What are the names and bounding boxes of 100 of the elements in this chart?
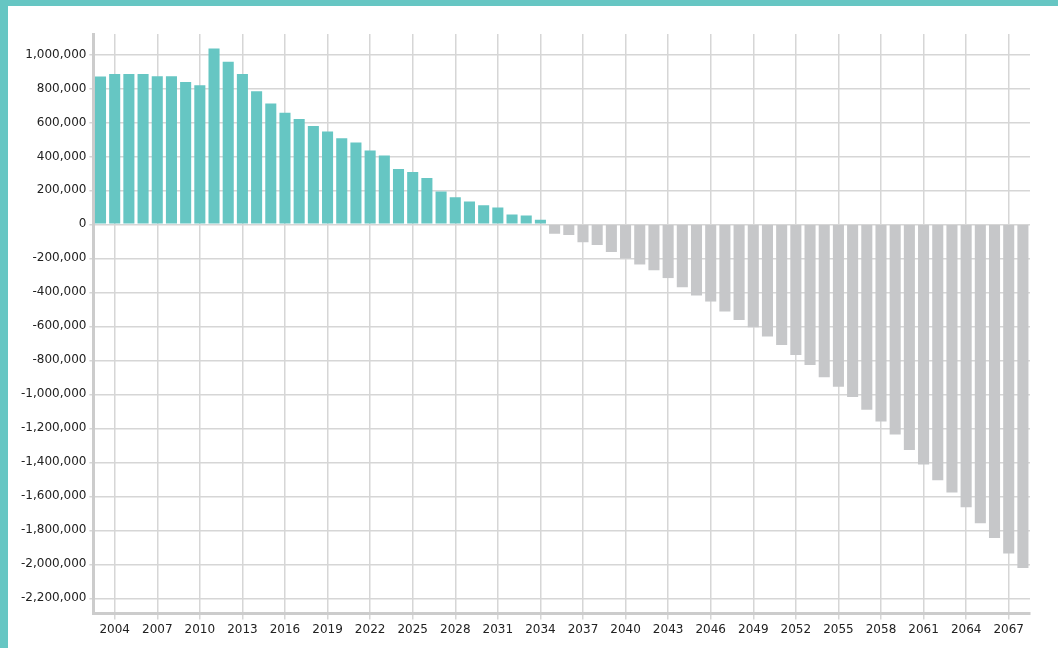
- bar: [307, 126, 319, 224]
- y-tick-label: -800,000: [32, 352, 87, 367]
- bar: [875, 225, 887, 422]
- y-tick-label: 800,000: [36, 80, 87, 95]
- bar: [960, 225, 972, 508]
- y-tick-label: 400,000: [36, 148, 87, 163]
- bar: [506, 214, 518, 224]
- bar: [946, 225, 958, 493]
- bar: [790, 225, 802, 356]
- y-tick-label: -1,800,000: [21, 522, 87, 537]
- y-tick-label: -2,200,000: [21, 590, 87, 605]
- bar: [251, 91, 263, 224]
- bar: [520, 215, 532, 224]
- bar: [563, 225, 575, 235]
- x-tick-label: 2058: [865, 621, 897, 636]
- x-tick-label: 2061: [908, 621, 939, 636]
- x-tick-label: 2031: [482, 621, 514, 636]
- bar: [94, 76, 107, 224]
- x-tick-label: 2046: [695, 621, 726, 636]
- bar: [463, 201, 475, 224]
- bar: [549, 225, 561, 234]
- bar: [776, 225, 788, 345]
- bar: [761, 225, 773, 337]
- x-tick-label: 2019: [312, 621, 343, 636]
- bar: [392, 168, 405, 224]
- bar: [648, 225, 660, 271]
- x-tick-label: 2043: [652, 621, 684, 636]
- bar: [605, 225, 617, 252]
- x-tick-label: 2067: [993, 621, 1024, 636]
- bar: [378, 155, 390, 224]
- bar: [322, 131, 334, 224]
- bar: [180, 82, 192, 224]
- bar: [478, 205, 490, 224]
- bar: [988, 225, 1001, 538]
- bar: [350, 142, 362, 224]
- y-tick-label: -1,200,000: [21, 420, 87, 435]
- y-tick-label: -1,000,000: [21, 386, 87, 401]
- bar: [847, 225, 859, 397]
- bar: [222, 61, 234, 224]
- y-tick-label: 200,000: [36, 182, 87, 197]
- bar: [364, 150, 376, 224]
- bar: [123, 74, 135, 224]
- bar: [109, 74, 121, 224]
- bar: [832, 225, 844, 387]
- x-tick-label: 2037: [567, 621, 599, 636]
- x-tick-label: 2055: [823, 621, 854, 636]
- bar: [194, 85, 206, 224]
- bar: [918, 225, 930, 465]
- y-tick-label: -2,000,000: [21, 556, 87, 571]
- y-tick-label: -400,000: [32, 284, 87, 299]
- bar: [662, 225, 674, 279]
- bar: [577, 225, 589, 243]
- y-tick-label: -200,000: [32, 250, 87, 265]
- x-tick-label: 2052: [780, 621, 812, 636]
- bar: [747, 225, 759, 328]
- bar: [634, 225, 646, 265]
- bar: [974, 225, 986, 524]
- x-tick-label: 2049: [738, 621, 769, 636]
- bar: [818, 225, 830, 378]
- bar: [165, 76, 177, 224]
- bar: [591, 225, 603, 246]
- bar: [889, 225, 901, 435]
- bar: [492, 207, 504, 224]
- bar: [208, 48, 220, 224]
- bar: [676, 225, 688, 288]
- bar: [151, 76, 163, 224]
- bar: [903, 225, 915, 451]
- bar: [435, 191, 447, 224]
- bar: [265, 103, 277, 224]
- y-tick-label: -1,400,000: [21, 454, 87, 469]
- x-tick-label: 2016: [269, 621, 301, 636]
- y-tick-label: 1,000,000: [25, 46, 87, 61]
- x-tick-label: 2022: [354, 621, 386, 636]
- y-tick-label: -600,000: [32, 318, 87, 333]
- y-tick-label: 0: [78, 216, 87, 231]
- bar: [932, 225, 944, 481]
- bar: [449, 197, 461, 224]
- x-tick-label: 2007: [141, 621, 173, 636]
- x-tick-label: 2040: [610, 621, 641, 636]
- x-tick-label: 2004: [99, 621, 130, 636]
- bar: [279, 112, 291, 224]
- bar: [336, 138, 348, 224]
- y-tick-label: -1,600,000: [21, 488, 87, 503]
- x-tick-label: 2064: [950, 621, 982, 636]
- bar: [534, 219, 546, 224]
- bar: [1003, 225, 1015, 554]
- bar: [236, 74, 248, 224]
- bar: [293, 118, 305, 224]
- bar: [733, 225, 745, 321]
- x-tick-label: 2028: [440, 621, 471, 636]
- bar: [407, 172, 419, 224]
- bar: [137, 74, 149, 224]
- bar: [804, 225, 816, 366]
- bar: [421, 177, 433, 224]
- x-tick-label: 2034: [525, 621, 556, 636]
- x-tick-label: 2025: [397, 621, 428, 636]
- bar: [690, 225, 703, 296]
- bar: [620, 225, 632, 259]
- bar: [861, 225, 873, 410]
- y-tick-label: 600,000: [36, 114, 87, 129]
